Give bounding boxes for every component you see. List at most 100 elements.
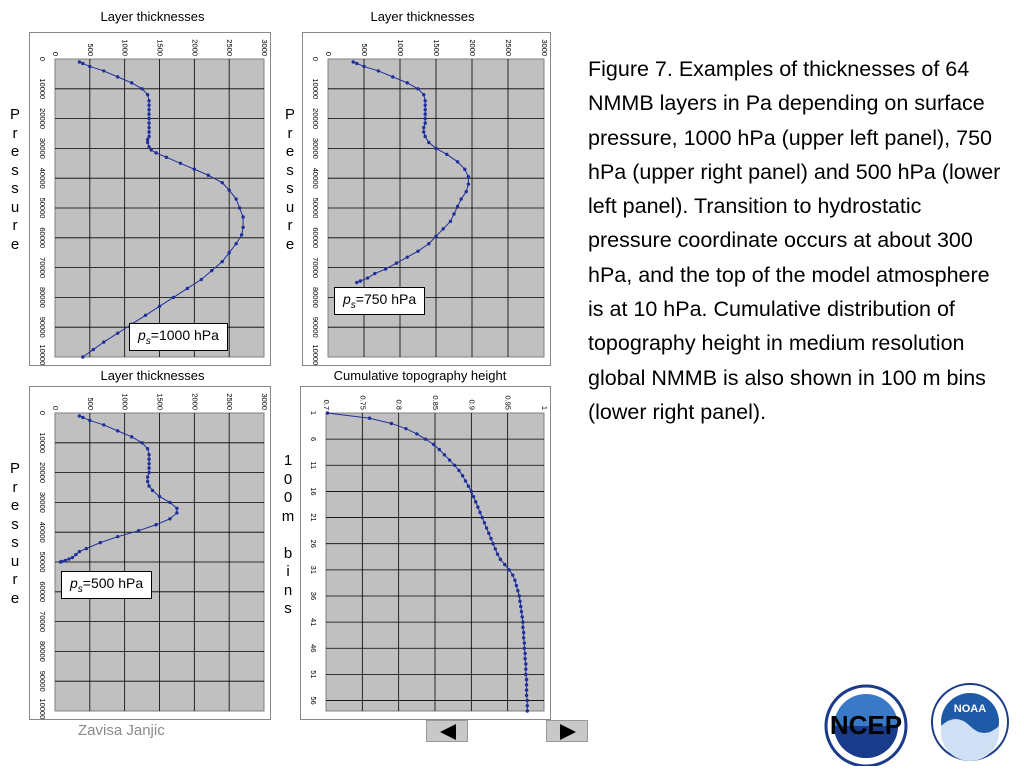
data-point: [489, 536, 493, 541]
y-tick-label: 21: [309, 513, 318, 521]
vertical-label-char: 0: [283, 489, 293, 506]
data-point: [524, 693, 529, 698]
chart-title-upper-left: Layer thicknesses: [100, 9, 205, 24]
vertical-label-char: P: [284, 106, 295, 123]
data-point: [498, 557, 503, 562]
y-tick-label: 60000: [38, 227, 47, 248]
data-point: [102, 69, 106, 73]
data-point: [77, 414, 82, 418]
data-point: [523, 657, 527, 661]
data-point: [464, 189, 468, 194]
data-point: [423, 437, 428, 441]
y-tick-label: 50000: [311, 198, 320, 219]
data-point: [237, 206, 242, 210]
data-point: [447, 458, 452, 462]
series-line: [60, 415, 178, 563]
data-point: [520, 615, 524, 619]
data-point: [416, 87, 420, 91]
data-point: [192, 167, 197, 171]
data-point: [147, 125, 151, 130]
x-tick-label: 500: [360, 43, 369, 56]
y-tick-label: 60000: [38, 581, 47, 602]
x-tick-label: 0: [324, 52, 333, 56]
data-point: [227, 251, 231, 255]
y-tick-label: 30000: [38, 492, 47, 513]
y-tick-label: 41: [309, 618, 318, 626]
data-point: [234, 197, 238, 201]
previous-slide-button[interactable]: [426, 720, 468, 742]
data-point: [455, 160, 460, 164]
thickness-chart-1000hpa: 0 500 1000 1500 2000 2500 30000100002000030000…: [38, 39, 269, 365]
y-tick-label: 80000: [38, 287, 47, 308]
data-point: [171, 295, 176, 300]
data-point: [524, 688, 529, 692]
data-point: [116, 534, 120, 539]
data-point: [116, 331, 120, 335]
y-tick-label: 70000: [38, 257, 47, 278]
data-point: [491, 542, 495, 546]
data-point: [405, 81, 409, 85]
data-point: [383, 267, 388, 271]
data-point: [463, 167, 467, 171]
y-tick-label: 26: [309, 540, 318, 548]
vertical-label-char: s: [11, 180, 19, 197]
vertical-label-char: e: [285, 143, 295, 160]
data-point: [145, 475, 150, 479]
series-line: [327, 412, 528, 711]
data-point: [210, 268, 214, 273]
data-point: [469, 489, 474, 494]
vertical-label-char: 0: [283, 470, 293, 488]
vertical-label-char: r: [287, 124, 293, 142]
x-tick-label: 1500: [156, 39, 165, 56]
data-point: [199, 277, 203, 282]
data-point: [423, 99, 427, 103]
data-point: [415, 432, 419, 436]
data-point: [147, 130, 151, 134]
chart-title-lower-right: Cumulative topography height: [333, 368, 507, 383]
vertical-label-char: s: [11, 161, 19, 179]
x-tick-label: 2000: [190, 393, 199, 410]
x-tick-label: 2000: [190, 39, 199, 56]
data-point: [448, 219, 453, 224]
x-tick-label: 3000: [540, 39, 549, 56]
data-point: [63, 558, 68, 563]
data-point: [391, 75, 395, 79]
vertical-label-char: e: [10, 143, 20, 160]
y-tick-label: 0: [38, 411, 47, 415]
data-point: [434, 234, 438, 239]
y-tick-label: 100000: [311, 344, 320, 365]
y-tick-label: 30000: [311, 138, 320, 159]
data-point: [358, 279, 363, 283]
data-point: [476, 505, 480, 509]
data-point: [517, 594, 521, 598]
data-point: [422, 130, 426, 134]
data-point: [422, 125, 426, 130]
data-point: [431, 442, 436, 447]
data-point: [81, 61, 85, 66]
data-point: [422, 93, 426, 97]
y-tick-label: 80000: [311, 287, 320, 308]
data-point: [523, 651, 527, 656]
topography-cumulative-chart: 0.7 0.75 0.8 0.85 0.9 0.95 1161116212631364146…: [309, 395, 549, 713]
data-point: [525, 698, 529, 703]
data-point: [487, 531, 491, 535]
chart-title-lower-left: Layer thicknesses: [100, 368, 205, 383]
next-slide-button[interactable]: [546, 720, 588, 742]
y-tick-label: 0: [311, 57, 320, 61]
vertical-label-char: r: [12, 571, 18, 588]
data-point: [185, 286, 190, 291]
data-point: [522, 641, 527, 645]
x-tick-label: 500: [86, 43, 95, 56]
data-point: [519, 609, 524, 614]
data-point: [147, 103, 151, 107]
chart-panel-upper-right: 0 500 1000 1500 2000 2500 3000 0 10000 20000 30000…: [302, 32, 551, 366]
data-point: [495, 552, 500, 556]
y-tick-label: 10000: [311, 78, 320, 99]
data-point: [445, 152, 449, 157]
data-point: [463, 479, 468, 483]
data-point: [149, 148, 153, 152]
data-point: [423, 107, 427, 112]
y-tick-label: 6: [309, 437, 318, 441]
ps-label-750hpa: ps=750 hPa: [334, 287, 426, 315]
